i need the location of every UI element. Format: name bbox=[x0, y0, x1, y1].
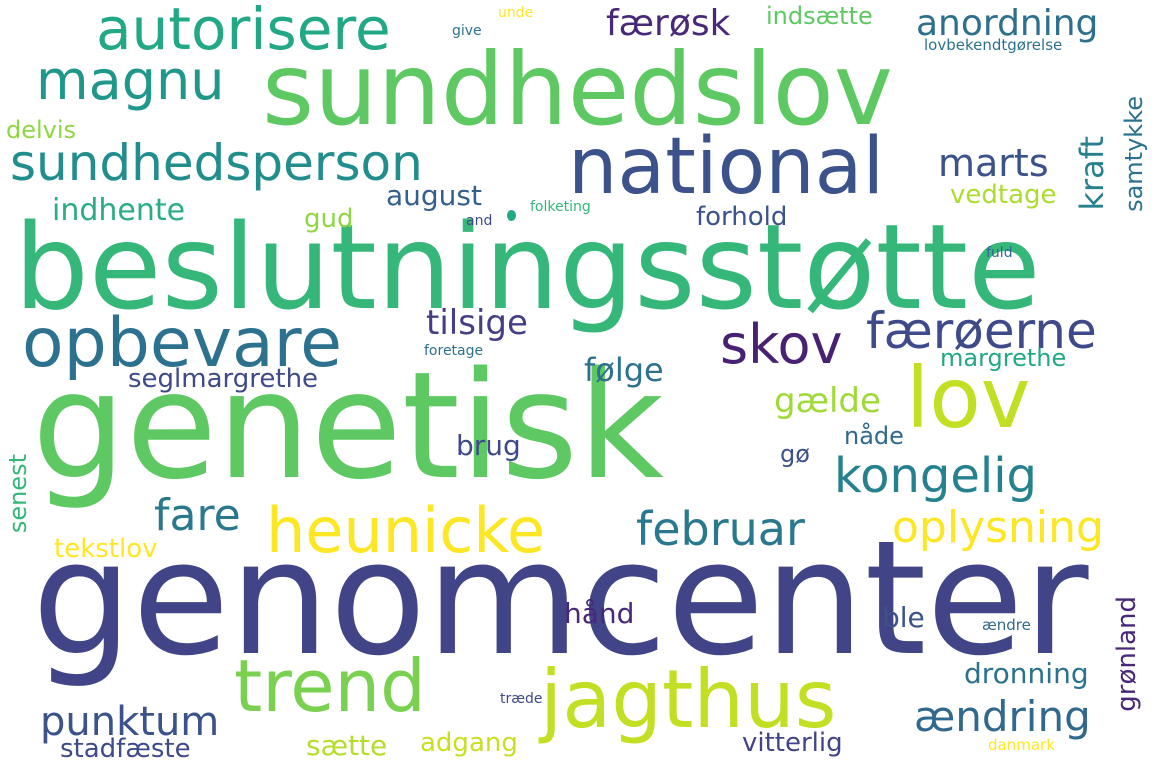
word-and: and bbox=[466, 213, 493, 229]
word-margrethe: margrethe bbox=[940, 344, 1067, 372]
word-seglmargrethe: seglmargrethe bbox=[128, 364, 319, 394]
word-kraft: kraft bbox=[1073, 136, 1111, 211]
word-aendre: ændre bbox=[982, 616, 1031, 634]
word-traede: træde bbox=[500, 691, 543, 707]
word-tilsige: tilsige bbox=[426, 303, 528, 343]
word-genetisk: genetisk bbox=[32, 340, 664, 512]
word-indhente: indhente bbox=[52, 193, 186, 228]
word-unde: unde bbox=[498, 5, 534, 21]
word-haand: hånd bbox=[564, 597, 635, 630]
word-naade: nåde bbox=[844, 422, 904, 450]
word-sundhedsperson: sundhedsperson bbox=[10, 134, 423, 192]
word-trend: trend bbox=[234, 644, 426, 728]
word-fare: fare bbox=[154, 490, 241, 541]
word-senest: senest bbox=[4, 454, 32, 534]
word-magnu: magnu bbox=[36, 49, 225, 112]
word-national: national bbox=[568, 122, 885, 212]
word-foretage: foretage bbox=[424, 343, 484, 359]
word-folketing: folketing bbox=[530, 199, 591, 215]
word-august: august bbox=[386, 179, 482, 212]
word-dronning: dronning bbox=[964, 657, 1089, 690]
dot-mark bbox=[507, 210, 516, 221]
word-faerosk: færøsk bbox=[606, 3, 731, 44]
word-sundhedslov: sundhedslov bbox=[262, 31, 893, 148]
word-lov: lov bbox=[906, 349, 1031, 447]
word-vitterlig: vitterlig bbox=[742, 728, 843, 758]
word-delvis: delvis bbox=[6, 116, 77, 144]
word-give: give bbox=[452, 23, 482, 39]
word-aendring: ændring bbox=[914, 692, 1091, 741]
word-kongelig: kongelig bbox=[834, 448, 1038, 504]
word-ble: ble bbox=[882, 601, 925, 634]
word-marts: marts bbox=[938, 141, 1049, 185]
word-saette: sætte bbox=[306, 729, 388, 762]
word-forhold: forhold bbox=[696, 202, 788, 232]
word-gronland: grønland bbox=[1112, 596, 1142, 712]
word-folge: følge bbox=[584, 351, 664, 389]
word-faeroerne: færøerne bbox=[866, 302, 1097, 360]
word-adgang: adgang bbox=[420, 728, 518, 758]
word-heunicke: heunicke bbox=[266, 494, 546, 567]
word-gud: gud bbox=[304, 204, 354, 234]
word-punktum: punktum bbox=[40, 699, 220, 745]
word-gaelde: gælde bbox=[774, 381, 881, 421]
word-fuld: fuld bbox=[986, 245, 1013, 261]
word-vedtage: vedtage bbox=[950, 180, 1057, 210]
word-opbevare: opbevare bbox=[22, 304, 342, 383]
word-lovbekendtgorelse: lovbekendtgørelse bbox=[924, 36, 1063, 54]
word-go: gø bbox=[780, 440, 810, 468]
word-autorisere: autorisere bbox=[96, 0, 391, 63]
word-samtykke: samtykke bbox=[1120, 96, 1148, 212]
word-beslutningsstotte: beslutningsstøtte bbox=[14, 198, 1041, 336]
word-anordning: anordning bbox=[916, 3, 1099, 44]
word-genomcenter: genomcenter bbox=[32, 507, 1089, 691]
word-jagthus: jagthus bbox=[540, 653, 837, 746]
word-tekstlov: tekstlov bbox=[54, 534, 158, 564]
word-brug: brug bbox=[456, 429, 521, 462]
word-indsaette: indsætte bbox=[766, 2, 873, 30]
word-februar: februar bbox=[636, 502, 805, 556]
word-danmark: danmark bbox=[988, 736, 1055, 754]
word-oplysning: oplysning bbox=[892, 502, 1104, 553]
word-skov: skov bbox=[720, 313, 843, 376]
word-stadfaeste: stadfæste bbox=[60, 734, 191, 764]
